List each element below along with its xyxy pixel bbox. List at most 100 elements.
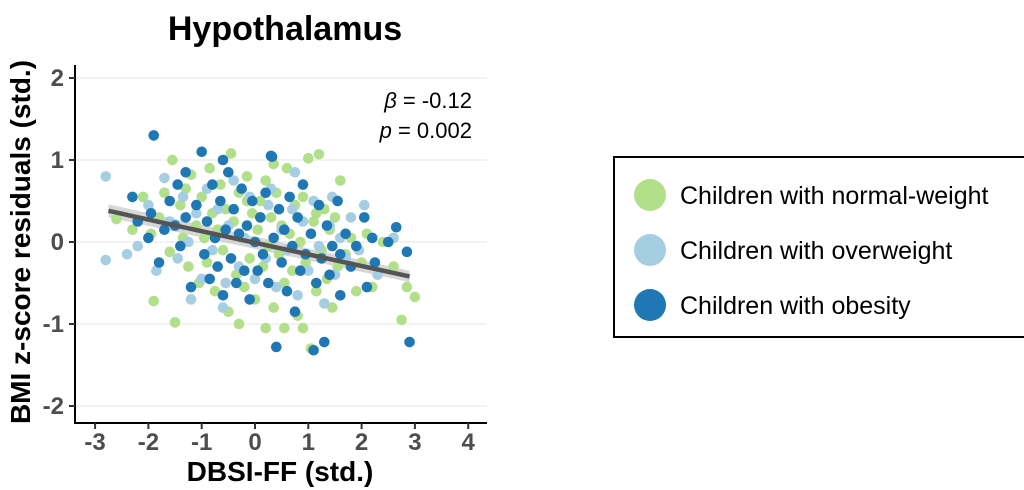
legend-box xyxy=(613,156,1024,338)
regression-line xyxy=(107,208,411,279)
point-children-with-normal-weight xyxy=(215,179,226,190)
point-children-with-normal-weight xyxy=(255,195,266,207)
point-children-with-obesity xyxy=(153,257,165,268)
point-children-with-overweight xyxy=(191,208,202,219)
point-children-with-overweight xyxy=(358,199,370,211)
y-axis-ticks: -2 -1 0 1 2 xyxy=(43,65,75,420)
point-children-with-obesity xyxy=(148,130,160,141)
point-children-with-normal-weight xyxy=(350,285,362,297)
point-children-with-obesity xyxy=(164,195,176,207)
point-children-with-overweight xyxy=(177,191,189,203)
point-children-with-obesity xyxy=(266,151,278,163)
point-children-with-obesity xyxy=(273,203,285,215)
point-children-with-normal-weight xyxy=(244,253,255,264)
point-children-with-obesity xyxy=(390,221,402,233)
point-children-with-obesity xyxy=(305,228,317,240)
point-children-with-obesity xyxy=(207,179,218,190)
point-children-with-obesity xyxy=(334,249,346,260)
point-children-with-normal-weight xyxy=(310,285,322,297)
point-children-with-obesity xyxy=(332,195,343,207)
point-children-with-obesity xyxy=(350,240,362,252)
point-children-with-normal-weight xyxy=(167,154,178,166)
point-children-with-obesity xyxy=(268,232,279,244)
point-children-with-obesity xyxy=(289,306,301,318)
point-children-with-normal-weight xyxy=(252,224,263,235)
point-children-with-normal-weight xyxy=(388,261,399,272)
point-children-with-normal-weight xyxy=(196,191,207,203)
grid-lines xyxy=(76,77,487,407)
point-children-with-overweight xyxy=(196,273,207,285)
point-children-with-obesity xyxy=(159,224,170,235)
point-children-with-obesity xyxy=(295,265,306,277)
point-children-with-overweight xyxy=(263,199,274,211)
regression-line-group xyxy=(107,208,411,279)
point-children-with-obesity xyxy=(247,195,258,207)
x-tick-label: -3 xyxy=(84,429,105,456)
y-tick-label: 1 xyxy=(51,147,64,174)
point-children-with-overweight xyxy=(100,171,112,182)
point-children-with-obesity xyxy=(252,265,263,277)
point-children-with-normal-weight xyxy=(401,281,413,293)
legend-label-obesity: Children with obesity xyxy=(680,292,911,320)
point-children-with-overweight xyxy=(207,244,218,256)
y-tick-label: -1 xyxy=(43,311,64,338)
point-children-with-obesity xyxy=(244,294,255,305)
point-children-with-obesity xyxy=(239,265,250,277)
point-children-with-normal-weight xyxy=(169,317,181,328)
point-children-with-obesity xyxy=(212,261,223,272)
point-children-with-obesity xyxy=(143,232,154,244)
point-children-with-obesity xyxy=(369,257,381,268)
point-children-with-obesity xyxy=(284,191,295,203)
beta-annotation: β = -0.12 xyxy=(383,88,472,113)
point-children-with-obesity xyxy=(313,199,325,211)
point-children-with-normal-weight xyxy=(279,322,290,334)
x-tick-label: -1 xyxy=(191,429,212,456)
point-children-with-normal-weight xyxy=(297,191,309,203)
point-children-with-normal-weight xyxy=(247,208,258,219)
point-children-with-normal-weight xyxy=(164,246,176,258)
point-children-with-normal-weight xyxy=(303,153,314,164)
point-children-with-overweight xyxy=(151,265,162,277)
point-children-with-obesity xyxy=(185,281,197,293)
point-children-with-normal-weight xyxy=(279,277,290,289)
point-children-with-overweight xyxy=(249,273,261,285)
point-children-with-overweight xyxy=(228,175,239,186)
point-children-with-obesity xyxy=(241,220,253,231)
point-children-with-overweight xyxy=(289,167,301,178)
y-tick-label: 2 xyxy=(51,65,64,92)
point-children-with-overweight xyxy=(217,302,229,313)
point-children-with-overweight xyxy=(345,212,357,223)
point-children-with-obesity xyxy=(404,336,415,348)
point-children-with-obesity xyxy=(231,277,242,289)
legend-swatch-obesity xyxy=(634,289,666,321)
legend-label-overweight: Children with overweight xyxy=(680,237,952,265)
x-tick-label: 1 xyxy=(302,429,315,456)
point-children-with-overweight xyxy=(132,240,144,252)
point-children-with-normal-weight xyxy=(332,261,343,272)
x-tick-label: 0 xyxy=(248,429,261,456)
point-children-with-obesity xyxy=(127,191,138,203)
point-children-with-normal-weight xyxy=(334,175,346,186)
x-tick-label: -2 xyxy=(138,429,159,456)
point-children-with-obesity xyxy=(366,232,378,244)
point-children-with-obesity xyxy=(191,199,202,211)
point-children-with-overweight xyxy=(185,294,197,305)
y-tick-label: 0 xyxy=(51,229,64,256)
point-children-with-overweight xyxy=(220,277,231,289)
point-children-with-overweight xyxy=(212,203,223,215)
point-children-with-normal-weight xyxy=(159,187,170,199)
point-children-with-normal-weight xyxy=(273,249,285,260)
point-children-with-obesity xyxy=(175,240,186,252)
point-children-with-obesity xyxy=(172,179,184,190)
data-points xyxy=(100,130,421,356)
point-children-with-normal-weight xyxy=(231,269,242,281)
point-children-with-normal-weight xyxy=(265,212,277,223)
point-children-with-normal-weight xyxy=(329,212,341,223)
point-children-with-overweight xyxy=(303,265,314,277)
p-annotation: p = 0.002 xyxy=(379,118,472,143)
legend: Children with normal-weight Children wit… xyxy=(613,156,1024,338)
point-children-with-obesity xyxy=(401,246,413,258)
point-children-with-normal-weight xyxy=(180,183,192,194)
point-children-with-normal-weight xyxy=(287,265,298,277)
